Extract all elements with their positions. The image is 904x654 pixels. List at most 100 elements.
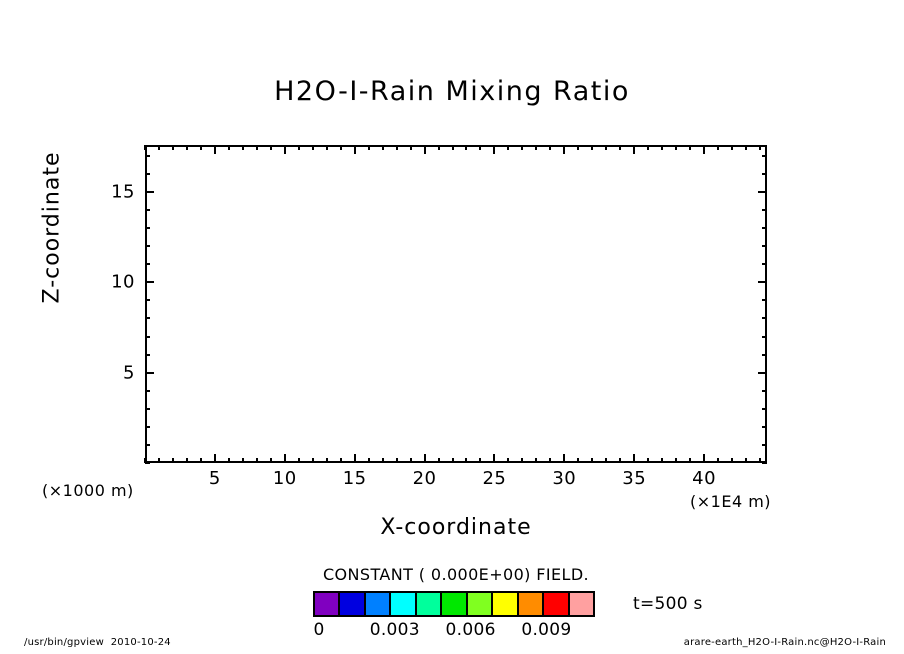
y-tick-right <box>762 299 767 302</box>
x-tick-label: 5 <box>208 468 221 489</box>
x-tick-label: 10 <box>272 468 297 489</box>
y-tick-left <box>145 371 154 374</box>
x-tick-top <box>731 145 734 150</box>
x-tick-top <box>535 145 538 150</box>
x-tick-top <box>367 145 370 150</box>
x-tick-top <box>339 145 342 150</box>
y-tick-right <box>762 263 767 266</box>
x-tick-top <box>605 145 608 150</box>
x-tick-top <box>409 145 412 150</box>
x-tick-label: 20 <box>412 468 437 489</box>
x-tick-bottom <box>409 458 412 463</box>
x-tick-top <box>213 145 216 154</box>
y-tick-left <box>145 263 150 266</box>
x-tick-bottom <box>311 458 314 463</box>
x-tick-bottom <box>269 458 272 463</box>
x-tick-bottom <box>353 454 356 463</box>
x-tick-bottom <box>479 458 482 463</box>
x-tick-label: 15 <box>342 468 367 489</box>
colorbar-swatch <box>544 593 570 615</box>
colorbar-swatch <box>391 593 417 615</box>
x-tick-bottom <box>283 454 286 463</box>
x-tick-top <box>269 145 272 150</box>
y-tick-right <box>762 353 767 356</box>
x-tick-bottom <box>647 458 650 463</box>
x-tick-bottom <box>521 458 524 463</box>
x-tick-top <box>423 145 426 154</box>
x-tick-top <box>479 145 482 150</box>
footer-command: /usr/bin/gpview 2010-10-24 <box>24 637 171 648</box>
x-tick-top <box>577 145 580 150</box>
x-tick-bottom <box>144 458 146 463</box>
y-tick-left <box>145 425 150 428</box>
x-tick-bottom <box>241 458 244 463</box>
x-tick-bottom <box>563 454 566 463</box>
x-tick-bottom <box>367 458 370 463</box>
x-tick-top <box>689 145 692 150</box>
y-tick-left <box>145 190 154 193</box>
y-tick-left <box>145 299 150 302</box>
x-tick-top <box>157 145 160 150</box>
x-tick-top <box>647 145 650 150</box>
x-tick-bottom <box>465 458 468 463</box>
x-tick-bottom <box>619 458 622 463</box>
x-tick-top <box>144 145 146 150</box>
y-tick-right <box>762 154 767 157</box>
x-tick-bottom <box>675 458 678 463</box>
x-tick-bottom <box>549 458 552 463</box>
x-tick-top <box>437 145 440 150</box>
x-tick-bottom <box>577 458 580 463</box>
x-tick-bottom <box>157 458 160 463</box>
colorbar-swatch <box>467 593 494 615</box>
x-tick-bottom <box>255 458 258 463</box>
colorbar-swatch <box>315 593 341 615</box>
colorbar-swatch <box>493 593 519 615</box>
x-tick-bottom <box>395 458 398 463</box>
x-tick-bottom <box>493 454 496 463</box>
x-tick-top <box>353 145 356 154</box>
x-tick-top <box>521 145 524 150</box>
x-tick-bottom <box>633 454 636 463</box>
x-tick-top <box>507 145 510 150</box>
x-tick-top <box>661 145 664 150</box>
x-tick-bottom <box>717 458 720 463</box>
x-tick-bottom <box>381 458 384 463</box>
y-tick-left <box>145 281 154 284</box>
x-tick-top <box>241 145 244 150</box>
y-tick-left <box>145 353 150 356</box>
x-tick-top <box>395 145 398 150</box>
x-tick-bottom <box>605 458 608 463</box>
y-tick-left <box>145 335 150 338</box>
y-tick-right <box>762 443 767 446</box>
x-tick-top <box>297 145 300 150</box>
x-tick-bottom <box>535 458 538 463</box>
y-tick-right <box>758 281 767 284</box>
x-tick-label: 35 <box>622 468 647 489</box>
x-tick-bottom <box>437 458 440 463</box>
y-tick-left <box>145 443 150 446</box>
x-tick-bottom <box>451 458 454 463</box>
y-tick-left <box>145 407 150 410</box>
colorbar <box>313 591 595 617</box>
colorbar-swatch <box>442 593 468 615</box>
y-tick-label: 15 <box>111 181 135 203</box>
colorbar-swatch <box>518 593 545 615</box>
x-tick-bottom <box>507 458 510 463</box>
y-tick-left <box>145 389 150 392</box>
y-tick-right <box>762 245 767 248</box>
y-tick-left <box>145 209 150 212</box>
y-tick-right <box>762 209 767 212</box>
colorbar-swatch <box>416 593 443 615</box>
y-tick-label: 5 <box>123 362 135 384</box>
x-tick-top <box>199 145 202 150</box>
colorbar-tick-label: 0 <box>313 620 325 640</box>
colorbar-swatch <box>340 593 366 615</box>
x-tick-top <box>745 145 748 150</box>
y-tick-right <box>762 425 767 428</box>
x-tick-top <box>591 145 594 150</box>
colorbar-tick-labels: 0 0.003 0.006 0.009 <box>0 620 904 642</box>
colorbar-tick-label: 0.006 <box>445 620 496 640</box>
x-tick-bottom <box>185 458 188 463</box>
x-tick-top <box>451 145 454 150</box>
